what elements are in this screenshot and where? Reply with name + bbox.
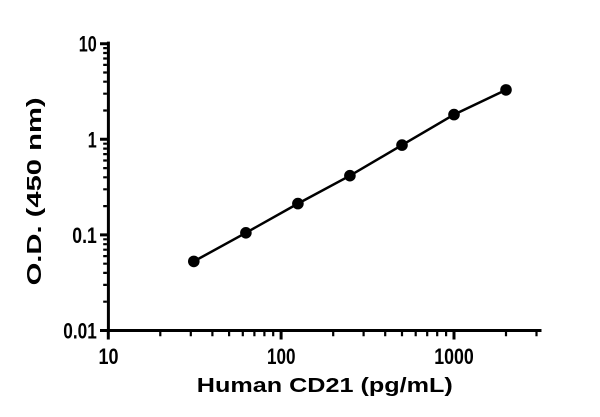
svg-text:10: 10 bbox=[79, 32, 97, 57]
svg-text:Human CD21 (pg/mL): Human CD21 (pg/mL) bbox=[197, 375, 453, 397]
svg-text:1: 1 bbox=[88, 127, 97, 152]
svg-text:10: 10 bbox=[99, 344, 119, 369]
svg-text:1000: 1000 bbox=[434, 344, 474, 369]
svg-text:0.1: 0.1 bbox=[72, 223, 97, 248]
svg-text:O.D. (450 nm): O.D. (450 nm) bbox=[24, 97, 46, 285]
svg-text:100: 100 bbox=[267, 344, 296, 369]
svg-text:0.01: 0.01 bbox=[63, 319, 97, 344]
